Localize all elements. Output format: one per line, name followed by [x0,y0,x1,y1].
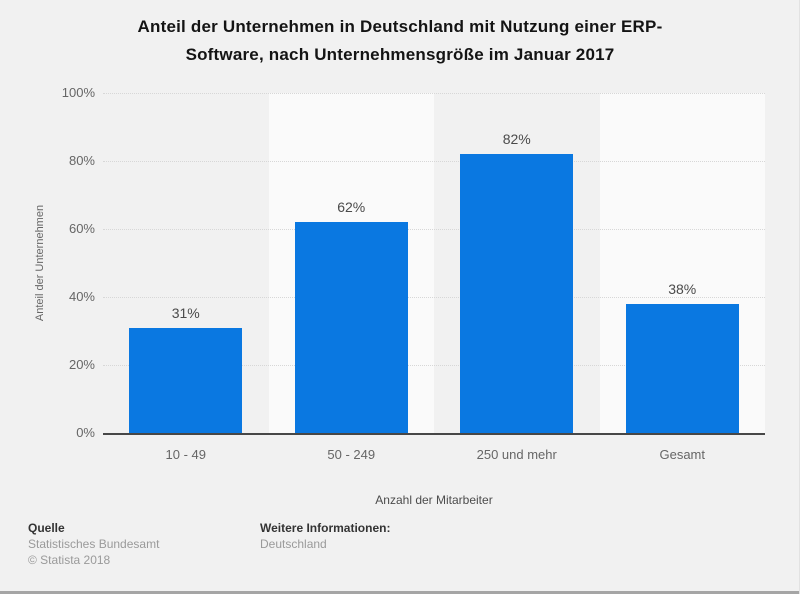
category-band: 38% [599,93,765,433]
bar-250-und-mehr[interactable] [460,154,574,433]
x-category-10-49: 10 - 49 [165,447,206,462]
copyright-note: © Statista 2018 [28,553,111,567]
info-label: Weitere Informationen: [260,521,391,535]
source-name: Statistisches Bundesamt [28,537,160,551]
bar-value-label: 31% [171,305,200,321]
gridline-80 [103,161,765,162]
y-tick-0: 0% [76,425,95,440]
bar-10-49[interactable] [129,328,243,433]
x-axis-line [103,433,765,435]
bar-value-label: 62% [337,199,366,215]
footer-source-block: Quelle Statistisches Bundesamt © Statist… [28,520,159,568]
info-value: Deutschland [260,537,327,551]
category-band: 82% [434,93,600,433]
plot-area: 31% 62% 82% 38% [103,93,765,435]
x-axis-title: Anzahl der Mitarbeiter [375,493,493,507]
bar-gesamt[interactable] [625,304,739,433]
x-category-50-249: 50 - 249 [327,447,376,462]
y-tick-40: 40% [68,289,95,304]
bar-50-249[interactable] [294,222,408,433]
bar-value-label: 82% [502,131,531,147]
x-category-gesamt: Gesamt [659,447,705,462]
gridline-60 [103,229,765,230]
gridline-100 [103,93,765,94]
footer-info-block: Weitere Informationen: Deutschland [260,520,390,552]
source-label: Quelle [28,521,65,535]
y-tick-20: 20% [68,357,95,372]
bar-value-label: 38% [668,281,697,297]
chart-title-line2: Software, nach Unternehmensgröße im Janu… [185,45,615,64]
y-tick-80: 80% [68,153,95,168]
category-band: 62% [268,93,434,433]
y-tick-100: 100% [61,85,95,100]
bottom-border-line [0,591,799,594]
x-category-250-und-mehr: 250 und mehr [476,447,557,462]
chart-title-line1: Anteil der Unternehmen in Deutschland mi… [137,17,663,36]
y-axis-title: Anteil der Unternehmen [34,204,46,322]
chart-title: Anteil der Unternehmen in Deutschland mi… [40,13,760,69]
y-tick-60: 60% [68,221,95,236]
category-band: 31% [103,93,269,433]
gridline-20 [103,365,765,366]
gridline-40 [103,297,765,298]
